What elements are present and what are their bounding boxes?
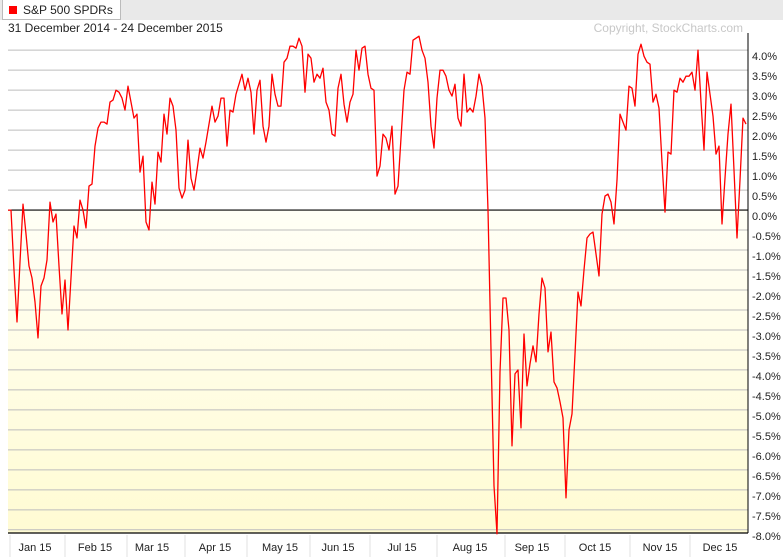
x-tick-label: Mar 15 [135,542,169,554]
y-tick-label: 3.5% [752,71,777,83]
y-tick-label: -1.5% [752,271,781,283]
y-tick-label: -5.0% [752,411,781,423]
y-tick-label: -3.5% [752,351,781,363]
y-tick-label: -7.5% [752,511,781,523]
y-tick-label: -8.0% [752,531,781,543]
x-tick-label: Jul 15 [387,542,416,554]
copyright: Copyright, StockCharts.com [593,21,743,35]
y-tick-label: 1.5% [752,151,777,163]
below-zero-fill [8,210,748,533]
y-tick-label: 2.0% [752,131,777,143]
x-tick-label: Apr 15 [199,542,231,554]
y-tick-label: -6.0% [752,451,781,463]
x-tick-label: Jan 15 [18,542,51,554]
y-tick-label: -4.5% [752,391,781,403]
x-tick-label: Jun 15 [321,542,354,554]
y-tick-label: -5.5% [752,431,781,443]
y-tick-label: -3.0% [752,331,781,343]
x-tick-label: Oct 15 [579,542,611,554]
date-range: 31 December 2014 - 24 December 2015 [8,21,223,35]
series-line-sp500 [8,35,747,535]
y-tick-label: 0.5% [752,191,777,203]
legend-swatch [9,5,17,14]
legend-item[interactable]: S&P 500 SPDRs [2,0,121,20]
x-tick-label: Dec 15 [703,542,738,554]
y-tick-label: -1.0% [752,251,781,263]
y-tick-label: -7.0% [752,491,781,503]
y-tick-label: -0.5% [752,231,781,243]
x-tick-label: Feb 15 [78,542,112,554]
legend-bar [0,0,783,20]
y-tick-label: 0.0% [752,211,777,223]
y-tick-label: -4.0% [752,371,781,383]
legend-label: S&P 500 SPDRs [23,2,113,17]
x-tick-label: Aug 15 [453,542,488,554]
y-tick-label: 4.0% [752,51,777,63]
x-tick-label: May 15 [262,542,298,554]
y-tick-label: -2.5% [752,311,781,323]
y-tick-label: 1.0% [752,171,777,183]
y-tick-label: 3.0% [752,91,777,103]
x-tick-label: Nov 15 [643,542,678,554]
y-tick-label: 2.5% [752,111,777,123]
y-tick-label: -2.0% [752,291,781,303]
y-tick-label: -6.5% [752,471,781,483]
x-tick-label: Sep 15 [515,542,550,554]
